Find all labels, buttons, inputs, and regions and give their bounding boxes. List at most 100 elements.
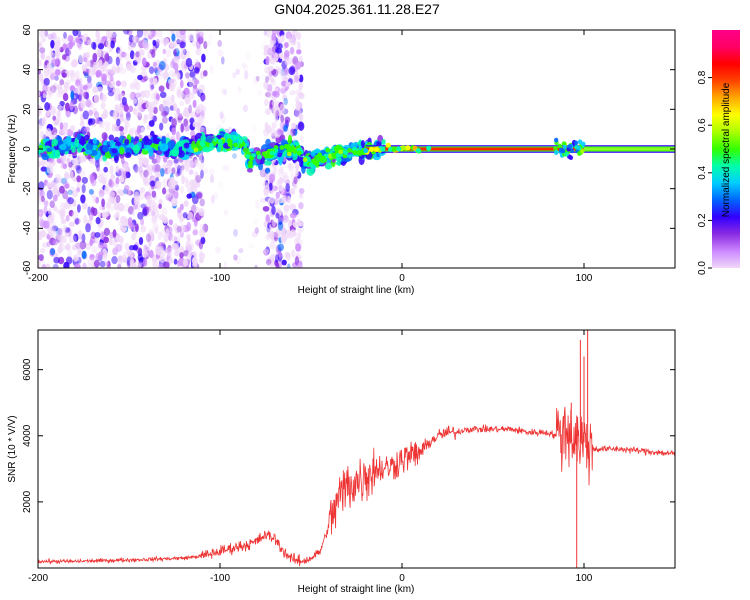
spectrogram-cell: [179, 30, 186, 36]
spectrogram-cell: [137, 112, 142, 121]
spectrogram-cell: [43, 220, 50, 229]
spectrogram-cell: [83, 134, 90, 141]
spectrogram-cell: [201, 53, 206, 63]
spectrogram-cell: [74, 217, 81, 225]
spectrogram-cell: [115, 80, 121, 87]
spectrogram-cell: [52, 239, 58, 246]
spectrogram-cell: [131, 232, 136, 241]
spectrogram-cell: [179, 251, 184, 259]
spectrogram-cell: [42, 84, 48, 94]
spectrogram-cell: [311, 158, 316, 164]
spectrogram-cell: [129, 260, 137, 268]
spectrogram-cell: [183, 125, 190, 132]
spectrogram-cell: [205, 40, 212, 47]
spectrogram-cell: [94, 231, 101, 238]
spectrogram-cell: [41, 153, 50, 161]
spectrogram-cell: [38, 123, 43, 130]
spectrogram-cell: [391, 146, 397, 152]
spectrogram-cell: [170, 197, 178, 207]
spectrogram-cell: [271, 205, 276, 216]
spectrogram-cell: [143, 89, 151, 99]
spectrogram-cell: [110, 31, 117, 39]
spectrogram-cell: [52, 187, 58, 196]
spectrogram-cell: [297, 121, 305, 131]
spectrogram-cell: [115, 177, 120, 185]
spectrogram-cell: [38, 210, 42, 218]
spectrogram-cell: [43, 205, 48, 215]
spectrogram-cell: [299, 135, 304, 144]
spectrogram-cell: [81, 250, 87, 260]
spectrogram-cell: [120, 226, 128, 232]
spectrogram-cell: [94, 159, 100, 168]
spectrogram-cell: [95, 117, 100, 125]
spectrogram-cell: [137, 74, 143, 81]
spectrogram-cell: [62, 189, 69, 200]
spectrogram-cell: [151, 163, 159, 173]
spectrogram-cell: [165, 48, 172, 58]
spectrogram-cell: [182, 212, 188, 219]
spectrogram-cell: [195, 39, 201, 49]
spectrogram-cell: [77, 30, 82, 38]
spectrogram-cell: [297, 226, 305, 233]
spectrogram-cell: [143, 75, 149, 82]
spectrogram-cell: [46, 234, 51, 240]
spectrogram-cell: [51, 225, 59, 232]
spectrogram-cell: [176, 91, 184, 99]
spectrogram-cell: [140, 218, 145, 226]
spectrogram-cell: [158, 60, 166, 71]
spectrogram-cell: [166, 162, 171, 170]
spectrogram-cell: [119, 147, 125, 155]
spectrogram-cell: [296, 49, 302, 55]
spectrogram-cell: [128, 206, 134, 215]
snr-series: [38, 330, 675, 568]
spectrogram-cell: [302, 157, 308, 163]
spectrogram-cell: [139, 187, 145, 193]
spectrogram-cell: [72, 176, 78, 182]
spectrogram-cell: [59, 100, 65, 107]
spectrogram-cell: [194, 171, 199, 179]
spectrogram-cell: [158, 85, 165, 93]
snr-x-label: Height of straight line (km): [298, 584, 415, 595]
spectrogram-cell: [140, 225, 147, 233]
spectrogram-cell: [69, 125, 76, 132]
spectrogram-cell: [78, 93, 83, 103]
spectrogram-cell: [297, 156, 305, 163]
spectrogram-cell: [60, 218, 67, 225]
spectrogram-cell: [168, 82, 175, 92]
spectrogram-cell: [289, 212, 297, 219]
spectrogram-cell: [156, 69, 164, 77]
colorbar-tick-label: 0.8: [697, 70, 708, 84]
spectrogram-cell: [301, 165, 306, 174]
spectrogram-cell: [223, 261, 228, 268]
spectrogram-cell: [253, 217, 259, 225]
spectrogram-cell: [209, 174, 215, 184]
spectrogram-cell: [88, 188, 94, 195]
spectrogram-cell: [126, 30, 133, 36]
spectrogram-cell: [47, 86, 52, 96]
spectrogram-cell: [97, 224, 102, 233]
spectrogram-cell: [171, 118, 177, 128]
spectrogram-cell: [188, 33, 195, 42]
spectrogram-cell: [96, 86, 103, 93]
spectrogram-cell: [200, 92, 206, 102]
spectrogram-cell: [191, 256, 198, 266]
spectrogram-cell: [84, 126, 90, 132]
spectrogram-cell: [63, 82, 69, 90]
spectrogram-cell: [147, 209, 154, 217]
spectrogram-cell: [280, 237, 287, 245]
spectrogram-cell: [41, 263, 47, 268]
spectrogram-cell: [51, 58, 58, 67]
spectrogram-cell: [317, 152, 323, 158]
spectrogram-cell: [81, 176, 88, 184]
spectrogram-cell: [168, 179, 175, 189]
spectrogram-cell: [252, 75, 259, 85]
spectrogram-cell: [89, 211, 94, 221]
spectrogram-cell: [125, 112, 131, 121]
spectrogram-cell: [164, 96, 172, 103]
spectrogram-cell: [200, 169, 204, 179]
spectrogram-cell: [220, 114, 226, 124]
spectrogram-cell: [64, 102, 70, 112]
spectrogram-cell: [81, 65, 88, 72]
spectrogram-cell: [284, 42, 289, 48]
